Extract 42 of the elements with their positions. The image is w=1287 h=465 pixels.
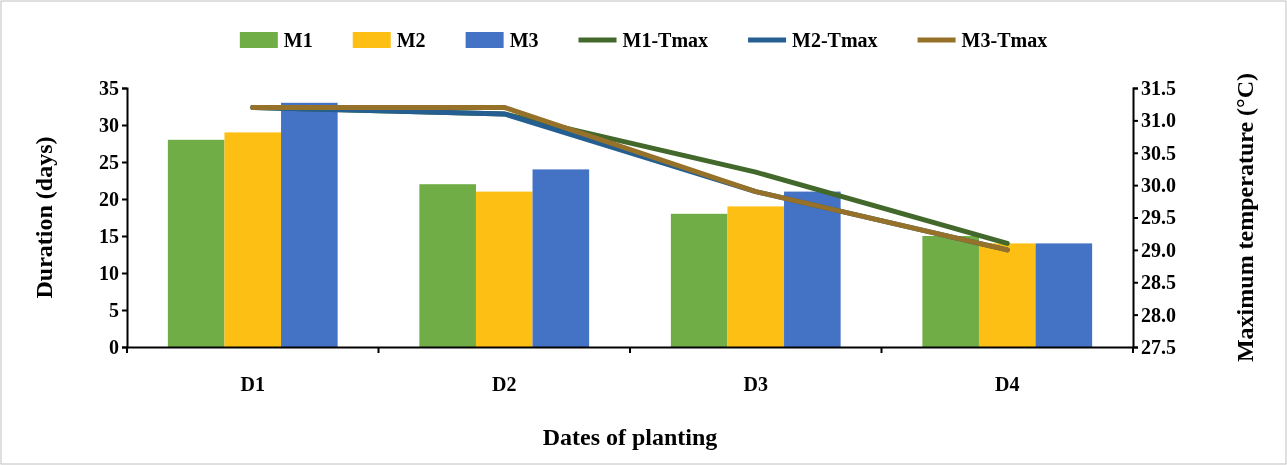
y2-tick-label: 31.0 (1141, 109, 1176, 132)
bar (167, 139, 225, 347)
y2-tick-label: 30.5 (1141, 141, 1176, 164)
x-tick-label: D1 (240, 373, 265, 396)
bar (1035, 243, 1093, 347)
legend-label: M2-Tmax (792, 29, 878, 51)
y2-axis-title: Maximum temperature (°C) (1232, 72, 1258, 363)
y-tick-label: 30 (99, 113, 119, 136)
bar (978, 243, 1036, 347)
y2-tick-label: 30.0 (1141, 174, 1176, 197)
bar (224, 132, 282, 347)
bar (532, 169, 590, 347)
y-tick-label: 0 (109, 335, 119, 358)
legend-label: M1-Tmax (622, 29, 709, 51)
y-tick-label: 20 (99, 187, 119, 210)
y-tick-label: 15 (99, 224, 119, 247)
bar (281, 102, 338, 347)
legend-label: M1 (283, 29, 313, 51)
y2-tick-label: 29.5 (1141, 206, 1176, 229)
bar (475, 191, 533, 347)
bar (419, 184, 476, 347)
bar (670, 213, 728, 347)
bar (922, 236, 979, 347)
bar (727, 206, 785, 347)
legend-label: M3-Tmax (961, 29, 1048, 51)
legend-label: M2 (396, 29, 426, 51)
x-axis-title: Dates of planting (542, 424, 718, 450)
x-tick-label: D2 (492, 373, 517, 396)
x-tick-label: D3 (743, 373, 768, 396)
y-axis-title: Duration (days) (31, 136, 57, 299)
y2-tick-label: 31.5 (1141, 76, 1176, 99)
bar (784, 191, 841, 347)
y2-tick-label: 28.0 (1141, 303, 1176, 326)
y-tick-label: 10 (99, 261, 119, 284)
y2-tick-label: 28.5 (1141, 271, 1176, 294)
y-tick-label: 5 (109, 298, 119, 321)
y2-tick-label: 27.5 (1141, 335, 1176, 358)
legend-label: M3 (509, 29, 539, 51)
y-tick-label: 35 (99, 76, 119, 99)
x-tick-label: D4 (995, 373, 1020, 396)
y-tick-label: 25 (99, 150, 119, 173)
y2-tick-label: 29.0 (1141, 238, 1176, 261)
